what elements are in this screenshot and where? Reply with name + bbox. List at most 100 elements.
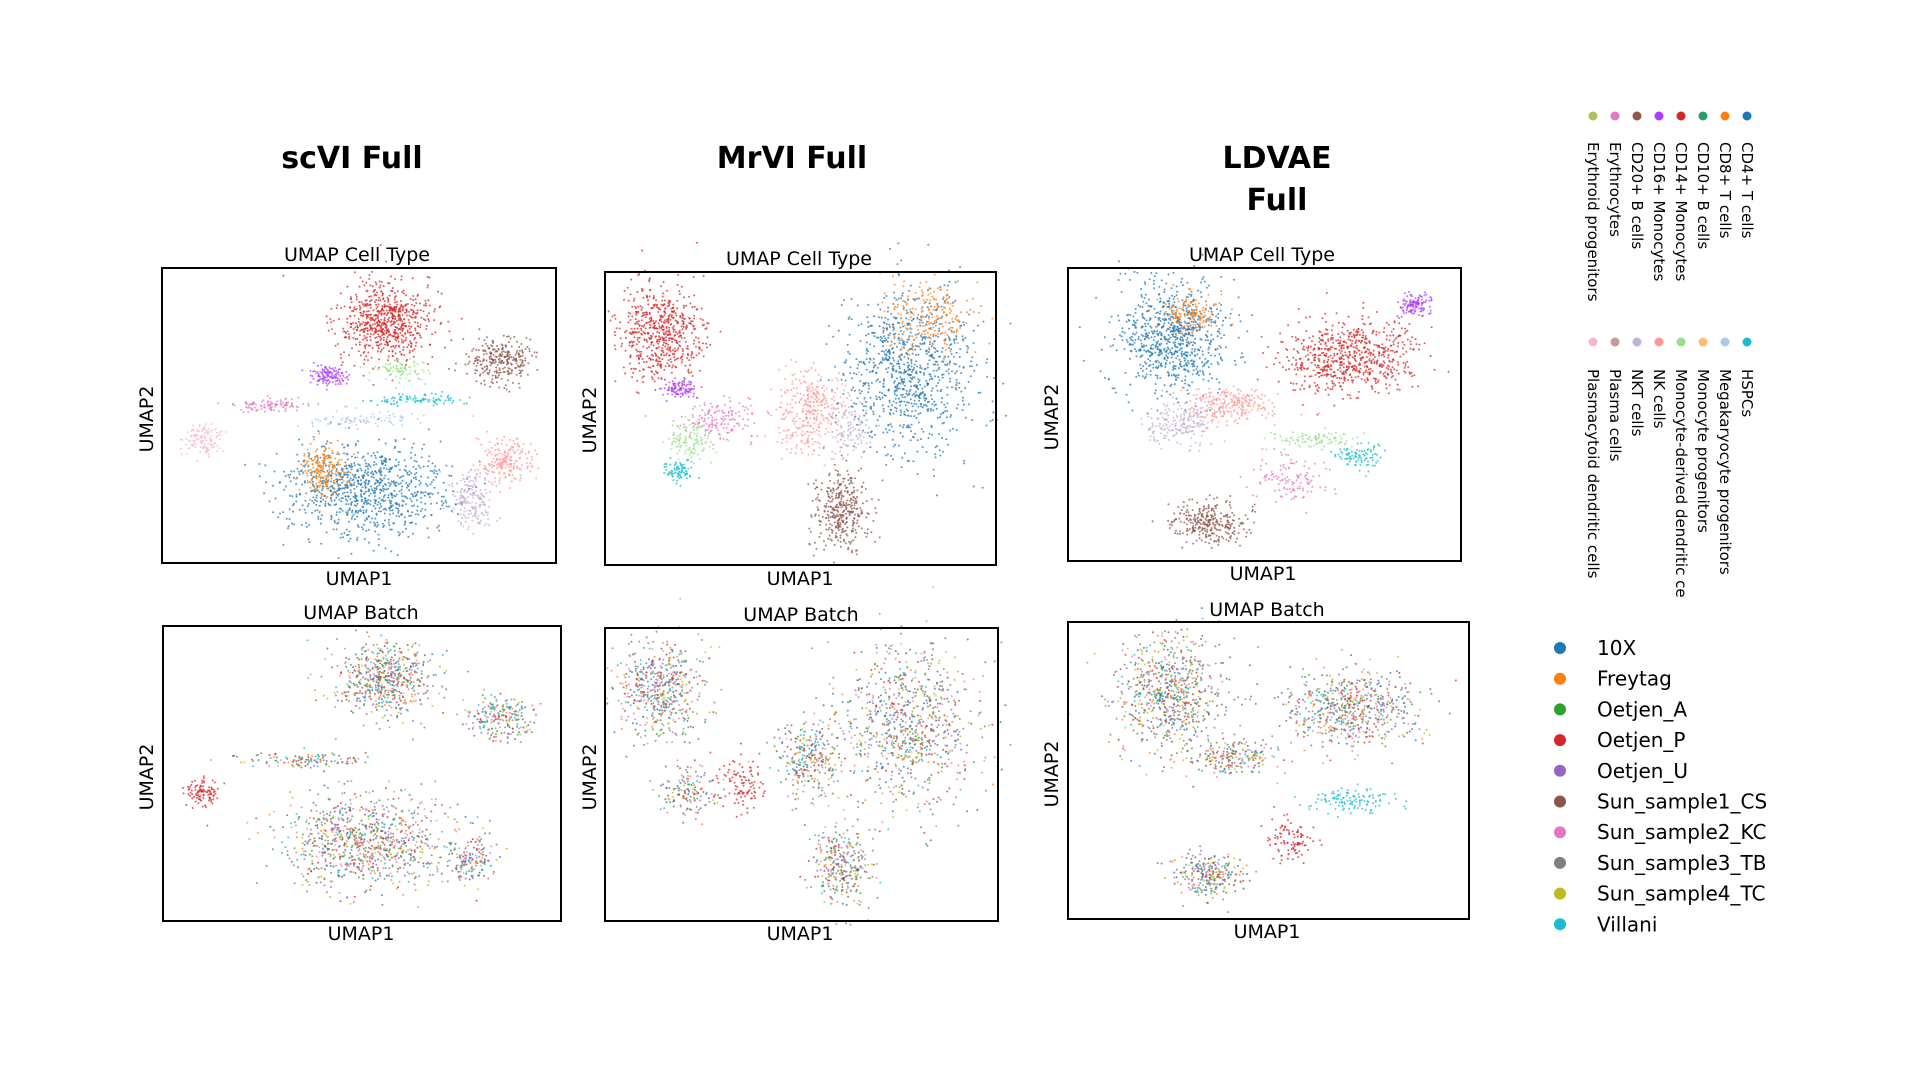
cell-cluster [1239, 447, 1367, 514]
scatter-points [607, 241, 1012, 564]
cell-cluster [649, 759, 725, 826]
legend-label: Oetjen_A [1597, 697, 1687, 721]
panel-ldvae-celltype: UMAP Cell Type UMAP1 UMAP2 [1041, 244, 1463, 585]
legend-marker [1742, 111, 1752, 121]
panel-mrvi-celltype: UMAP Cell Type UMAP1 UMAP2 [579, 241, 1012, 590]
cell-cluster [301, 361, 351, 391]
cell-cluster [439, 468, 502, 535]
cell-cluster [456, 688, 542, 744]
cell-cluster [244, 417, 486, 560]
legend-label: Sun_sample3_TB [1597, 851, 1766, 875]
legend-label: Freytag [1597, 667, 1672, 691]
y-axis-label: UMAP2 [1041, 384, 1063, 451]
cell-cluster [306, 624, 470, 741]
cell-cluster [206, 780, 491, 908]
cell-cluster [448, 334, 539, 393]
legend-label: CD4+ T cells [1738, 142, 1756, 239]
x-axis-label: UMAP1 [1234, 921, 1301, 943]
plot-frame [161, 267, 557, 564]
cell-cluster [709, 742, 766, 818]
legend-label: Plasmacytoid dendritic cells [1584, 369, 1602, 579]
y-axis-label: UMAP2 [1041, 741, 1063, 808]
model-title-ldvae: LDVAE Full [1223, 141, 1332, 218]
x-axis-label: UMAP1 [767, 568, 834, 590]
plot-frame [604, 627, 999, 922]
scatter-points [1067, 607, 1457, 914]
cell-cluster [1148, 284, 1234, 343]
cell-cluster [1330, 441, 1386, 473]
model-title-ldvae-line-2: Full [1247, 183, 1308, 218]
y-axis-label: UMAP2 [579, 744, 601, 811]
cell-cluster [644, 391, 770, 446]
cell-cluster [361, 390, 471, 407]
legend-marker [1554, 826, 1566, 839]
cell-cluster [1151, 494, 1256, 549]
legend-label: Villani [1597, 912, 1657, 936]
cell-cluster [179, 423, 228, 462]
legend-label: Plasma cells [1606, 369, 1624, 462]
panel-title: UMAP Cell Type [284, 244, 430, 266]
legend-marker [1610, 337, 1620, 347]
cell-cluster [359, 358, 432, 389]
legend-marker [1588, 111, 1598, 121]
legend-marker [1676, 111, 1686, 121]
panel-ldvae-batch: UMAP Batch UMAP1 UMAP2 [1041, 599, 1470, 943]
scatter-points [182, 624, 542, 908]
y-axis-label: UMAP2 [136, 386, 158, 453]
cell-cluster [879, 272, 997, 387]
cell-cluster [1262, 292, 1463, 416]
cell-cluster [1161, 385, 1321, 429]
model-title-mrvi-line-1: MrVI Full [717, 141, 867, 176]
legend-marker [1720, 337, 1730, 347]
legend-label: NKT cells [1628, 369, 1646, 437]
cell-cluster [1263, 427, 1371, 457]
x-axis-label: UMAP1 [326, 568, 393, 590]
cell-cluster [658, 376, 703, 403]
legend-marker [1554, 672, 1566, 685]
cell-cluster [815, 389, 881, 467]
cell-cluster [297, 405, 474, 430]
cell-cluster [662, 404, 730, 466]
legend-marker [1698, 337, 1708, 347]
scatter-points [1078, 253, 1463, 549]
cell-cluster [433, 827, 508, 902]
legend-label: Sun_sample1_CS [1597, 790, 1767, 814]
legend-label: CD14+ Monocytes [1672, 142, 1690, 281]
legend-marker [1632, 111, 1642, 121]
cell-cluster [295, 432, 359, 513]
panel-title: UMAP Batch [743, 604, 858, 626]
legend-label: Sun_sample4_TC [1597, 882, 1766, 906]
legend-marker [1554, 795, 1566, 808]
legend-marker [1698, 111, 1708, 121]
cell-cluster [747, 697, 855, 811]
legend-label: Erythrocytes [1606, 142, 1624, 237]
legend-marker [1610, 111, 1620, 121]
cell-cluster [1260, 805, 1323, 865]
plot-frame [604, 271, 997, 566]
panel-mrvi-batch: UMAP Batch UMAP1 UMAP2 [579, 585, 1012, 945]
cell-cluster [1140, 396, 1226, 453]
legend-label: Monocyte progenitors [1694, 369, 1712, 533]
scatter-points [179, 244, 540, 560]
legend-label: Monocyte-derived dendritic ce [1672, 369, 1690, 598]
cell-cluster [1156, 845, 1258, 914]
cell-cluster [1067, 607, 1259, 776]
x-axis-label: UMAP1 [767, 923, 834, 945]
plot-frame [1067, 621, 1470, 920]
legend-marker [1720, 111, 1730, 121]
legend-label: Megakaryocyte progenitors [1716, 369, 1734, 575]
cell-cluster [802, 585, 1012, 847]
cell-cluster [1078, 253, 1263, 415]
model-title-ldvae-line-1: LDVAE [1223, 141, 1332, 176]
cell-cluster [1397, 290, 1433, 320]
cell-cluster [663, 457, 700, 487]
legend-label: Erythroid progenitors [1584, 142, 1602, 302]
panel-title: UMAP Batch [1209, 599, 1324, 621]
cell-cluster [217, 394, 320, 414]
legend-label: 10X [1597, 636, 1636, 660]
panel-title: UMAP Cell Type [726, 248, 872, 270]
plot-frame [162, 625, 562, 922]
cell-cluster [1249, 646, 1457, 765]
cell-cluster [1294, 783, 1408, 818]
model-title-mrvi: MrVI Full [717, 141, 867, 176]
